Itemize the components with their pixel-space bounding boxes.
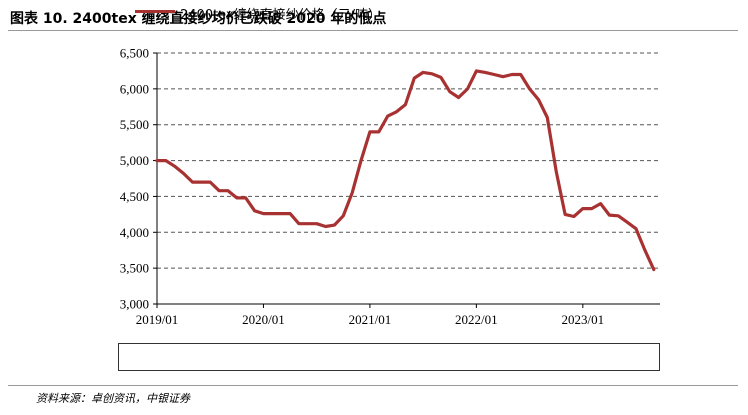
y-tick-label: 3,000 xyxy=(120,297,149,312)
x-tick-label: 2023/01 xyxy=(562,312,605,327)
y-tick-label: 3,500 xyxy=(120,261,149,276)
y-axis-ticks: 3,000 3,500 4,000 4,500 5,000 5,500 6,000 6,500 xyxy=(120,46,157,312)
x-axis-ticks: 2019/01 2020/01 2021/01 2022/01 2023/01 xyxy=(136,304,604,327)
x-tick-label: 2019/01 xyxy=(136,312,179,327)
y-tick-label: 5,500 xyxy=(120,117,149,132)
legend xyxy=(118,343,660,371)
y-tick-label: 6,000 xyxy=(120,81,149,96)
y-tick-label: 4,000 xyxy=(120,225,149,240)
x-tick-label: 2020/01 xyxy=(242,312,285,327)
legend-label: 2400tex缠绕直接纱价格（元/吨） xyxy=(180,8,382,23)
series-line xyxy=(155,69,656,272)
axes xyxy=(156,53,660,305)
y-tick-label: 5,000 xyxy=(120,153,149,168)
chart-title: 图表 10. 2400tex 缠绕直接纱均价已跌破 2020 年的低点 xyxy=(10,11,387,27)
series-layer xyxy=(155,69,656,272)
x-tick-label: 2022/01 xyxy=(455,312,498,327)
legend-swatch xyxy=(135,10,175,13)
y-tick-label: 4,500 xyxy=(120,189,149,204)
y-tick-label: 6,500 xyxy=(120,46,149,61)
x-tick-label: 2021/01 xyxy=(349,312,392,327)
title-divider xyxy=(8,30,738,31)
source-divider xyxy=(8,385,738,386)
source-note: 资料来源：卓创资讯，中银证券 xyxy=(36,392,190,405)
gridlines xyxy=(157,52,660,269)
